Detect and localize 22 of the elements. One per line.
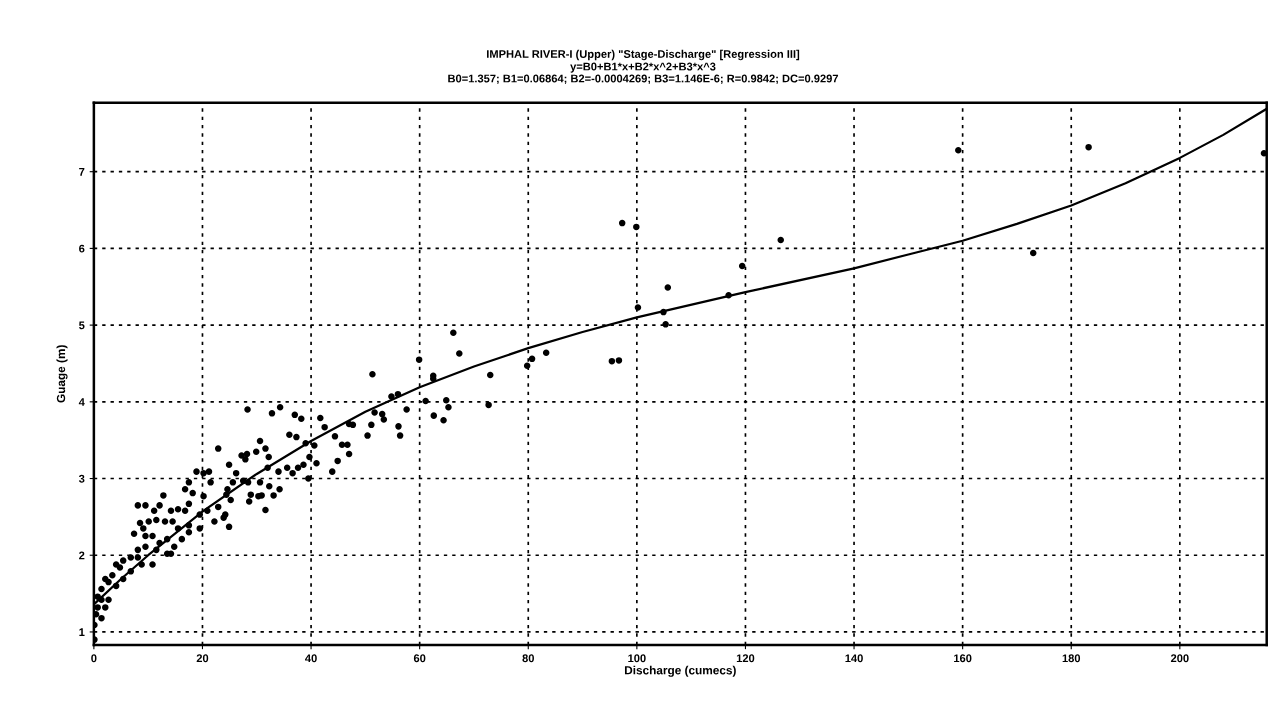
chart-subtitle: y=B0+B1*x+B2*x^2+B3*x^3 B0=1.357; B1=0.06864; B2=-0.0004269; B3=1.146E-6; R=0.9842; DC=0.9297	[448, 62, 839, 85]
x-tick-label: 20	[196, 654, 209, 663]
x-tick-label: 80	[522, 654, 534, 663]
x-tick-label: 180	[1062, 654, 1081, 663]
y-tick-label: 4	[78, 398, 85, 406]
x-tick-label: 40	[305, 654, 317, 663]
x-tick-label: 100	[628, 654, 646, 663]
y-axis-title: Guage (m)	[56, 345, 68, 403]
x-tick-label: 60	[413, 654, 426, 663]
y-tick-label: 2	[79, 551, 85, 560]
y-tick-label: 7	[79, 168, 85, 176]
y-tick-label: 3	[78, 474, 85, 483]
y-tick-label: 1	[79, 628, 85, 636]
x-axis-title: Discharge (cumecs)	[624, 665, 736, 677]
x-tick-label: 120	[736, 654, 755, 663]
x-tick-label: 200	[1170, 654, 1189, 663]
chart-title: IMPHAL RIVER-I (Upper) "Stage-Discharge" [Regression III]	[487, 49, 800, 61]
x-tick-label: 140	[845, 654, 863, 663]
y-tick-label: 6	[79, 244, 85, 253]
x-tick-label: 0	[91, 654, 97, 663]
x-tick-label: 160	[954, 654, 972, 663]
y-tick-label: 5	[79, 321, 85, 330]
